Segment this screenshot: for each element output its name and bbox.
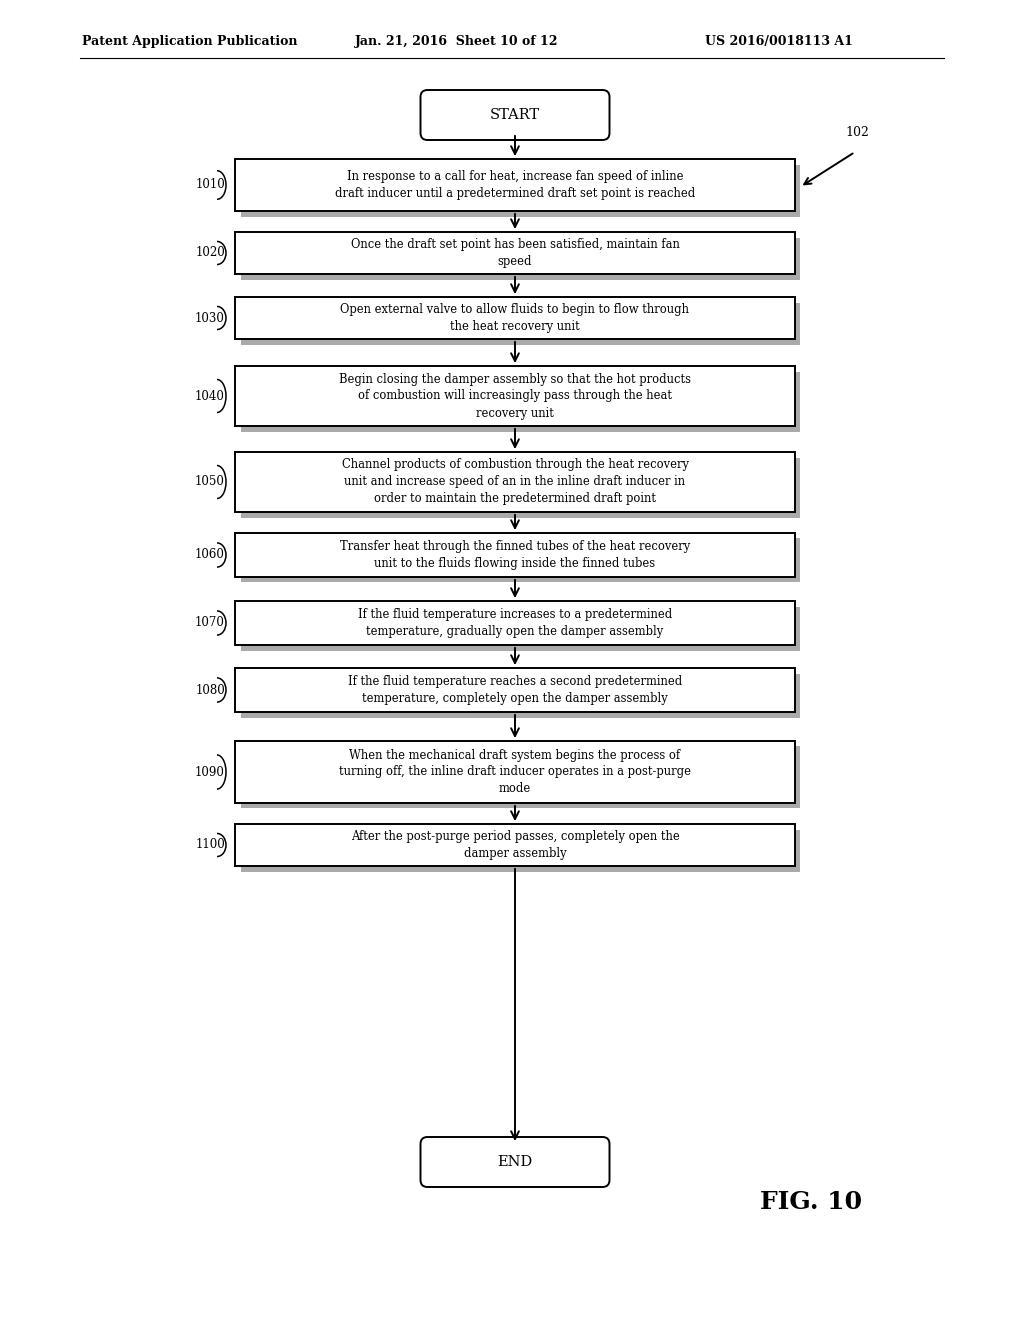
- Bar: [234, 533, 795, 577]
- Bar: [241, 302, 801, 345]
- Bar: [234, 668, 795, 711]
- Text: 1100: 1100: [196, 838, 225, 851]
- Bar: [241, 673, 801, 718]
- Text: Patent Application Publication: Patent Application Publication: [82, 36, 298, 49]
- Text: 1090: 1090: [196, 766, 225, 779]
- Text: US 2016/0018113 A1: US 2016/0018113 A1: [705, 36, 853, 49]
- Bar: [234, 741, 795, 803]
- Bar: [234, 232, 795, 275]
- Text: Begin closing the damper assembly so that the hot products
of combustion will in: Begin closing the damper assembly so tha…: [339, 372, 691, 420]
- Bar: [234, 297, 795, 339]
- Text: START: START: [489, 108, 540, 121]
- Text: END: END: [498, 1155, 532, 1170]
- Text: 1080: 1080: [196, 684, 225, 697]
- Bar: [234, 451, 795, 512]
- Text: 1070: 1070: [196, 616, 225, 630]
- Bar: [241, 747, 801, 808]
- Text: Open external valve to allow fluids to begin to flow through
the heat recovery u: Open external valve to allow fluids to b…: [341, 304, 689, 333]
- FancyBboxPatch shape: [421, 90, 609, 140]
- Bar: [234, 824, 795, 866]
- Text: 1060: 1060: [196, 549, 225, 561]
- Text: After the post-purge period passes, completely open the
damper assembly: After the post-purge period passes, comp…: [350, 830, 679, 861]
- Bar: [241, 238, 801, 280]
- Text: Transfer heat through the finned tubes of the heat recovery
unit to the fluids f: Transfer heat through the finned tubes o…: [340, 540, 690, 570]
- Bar: [234, 366, 795, 426]
- Text: Once the draft set point has been satisfied, maintain fan
speed: Once the draft set point has been satisf…: [350, 238, 680, 268]
- Text: 1040: 1040: [196, 389, 225, 403]
- Text: Channel products of combustion through the heat recovery
unit and increase speed: Channel products of combustion through t…: [341, 458, 688, 506]
- Text: 102: 102: [845, 125, 869, 139]
- Bar: [241, 165, 801, 216]
- Text: When the mechanical draft system begins the process of
turning off, the inline d: When the mechanical draft system begins …: [339, 748, 691, 796]
- FancyBboxPatch shape: [421, 1137, 609, 1187]
- Bar: [234, 158, 795, 211]
- Text: If the fluid temperature reaches a second predetermined
temperature, completely : If the fluid temperature reaches a secon…: [348, 675, 682, 705]
- Text: 1030: 1030: [196, 312, 225, 325]
- Bar: [241, 539, 801, 582]
- Text: In response to a call for heat, increase fan speed of inline
draft inducer until: In response to a call for heat, increase…: [335, 170, 695, 201]
- Text: 1020: 1020: [196, 247, 225, 260]
- Text: If the fluid temperature increases to a predetermined
temperature, gradually ope: If the fluid temperature increases to a …: [357, 609, 672, 638]
- Bar: [241, 458, 801, 517]
- Text: Jan. 21, 2016  Sheet 10 of 12: Jan. 21, 2016 Sheet 10 of 12: [355, 36, 558, 49]
- Text: 1010: 1010: [196, 178, 225, 191]
- Bar: [241, 829, 801, 871]
- Bar: [234, 601, 795, 645]
- Bar: [241, 371, 801, 432]
- Text: 1050: 1050: [196, 475, 225, 488]
- Text: FIG. 10: FIG. 10: [760, 1191, 862, 1214]
- Bar: [241, 606, 801, 651]
